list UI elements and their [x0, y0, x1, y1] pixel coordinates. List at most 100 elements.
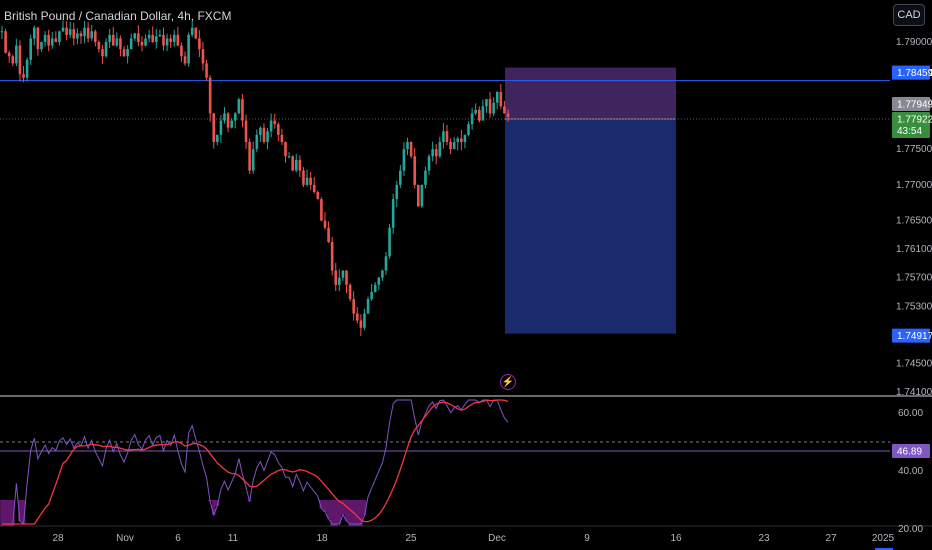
candle: [223, 107, 226, 124]
candle: [481, 99, 485, 121]
candle-body: [449, 142, 452, 150]
candle: [108, 29, 111, 49]
candle: [7, 50, 11, 63]
candle: [50, 32, 54, 49]
candle-body: [334, 270, 338, 285]
candle-body: [129, 38, 133, 50]
candle-body: [43, 34, 47, 42]
candle: [183, 51, 187, 66]
candle-body: [395, 184, 399, 200]
year-marker: [875, 548, 893, 550]
candle-body: [399, 170, 402, 185]
candle-body: [323, 220, 327, 228]
candle: [298, 155, 302, 178]
price-tick-label: 1.77000: [896, 180, 932, 191]
candle: [194, 27, 198, 40]
candle-body: [366, 299, 370, 314]
candle-body: [345, 270, 348, 285]
alert-lightning-icon[interactable]: ⚡: [500, 374, 516, 390]
candle-body: [485, 99, 488, 107]
candle: [355, 307, 359, 324]
candle-body: [384, 256, 388, 271]
candle-body: [330, 242, 334, 271]
candle: [226, 112, 230, 133]
candle-body: [58, 31, 61, 42]
candle-body: [420, 184, 424, 207]
candle-body: [359, 320, 363, 328]
candle: [409, 141, 413, 159]
candle: [237, 97, 241, 115]
symbol-title[interactable]: British Pound / Canadian Dollar, 4h, FXC…: [4, 9, 232, 23]
candle: [219, 115, 223, 143]
candle: [241, 94, 244, 128]
candle-body: [352, 299, 355, 314]
candle: [366, 296, 370, 315]
currency-button[interactable]: CAD: [893, 4, 925, 26]
candle: [94, 29, 97, 47]
candle: [97, 40, 101, 53]
candle-body: [4, 31, 7, 53]
candle: [126, 45, 129, 64]
candle: [269, 113, 273, 138]
candle: [506, 109, 510, 122]
candle-body: [11, 56, 15, 64]
candle-body: [7, 52, 11, 57]
candle: [90, 24, 94, 41]
candle: [155, 28, 158, 49]
candle-body: [477, 109, 481, 121]
candle: [40, 41, 43, 52]
candle: [29, 34, 33, 65]
take-profit-zone: [505, 119, 676, 334]
candle: [442, 123, 445, 149]
candle: [338, 269, 341, 292]
candle: [58, 30, 61, 46]
candle: [137, 25, 140, 47]
candle-body: [68, 29, 72, 35]
candle-body: [363, 313, 366, 328]
candle-body: [205, 63, 208, 78]
candle: [391, 193, 395, 234]
candle-body: [18, 45, 22, 75]
candle: [413, 147, 416, 189]
last-close-badge: 1.77949: [897, 100, 932, 111]
candle-body: [481, 106, 485, 121]
candle-body: [244, 120, 248, 142]
time-tick-label: 28: [52, 533, 64, 544]
candle: [208, 75, 212, 122]
candle-body: [201, 49, 205, 64]
candle-body: [312, 184, 316, 192]
rsi-ma-line: [2, 399, 509, 525]
candle: [104, 38, 108, 58]
price-tick-label: 1.79000: [896, 37, 932, 48]
candle: [15, 38, 18, 67]
candle-body: [198, 38, 201, 50]
candle: [86, 22, 90, 43]
candle-body: [495, 92, 499, 103]
candle: [452, 137, 456, 150]
candle: [180, 42, 183, 62]
price-tick-label: 1.74100: [896, 387, 932, 398]
candle: [334, 262, 338, 291]
candle: [169, 34, 172, 49]
candle-body: [316, 192, 320, 200]
rsi-tick-label: 20.00: [898, 524, 923, 535]
candle: [172, 29, 176, 47]
candle: [287, 152, 291, 159]
candle-body: [29, 38, 33, 60]
candle-body: [155, 36, 158, 42]
candle-body: [452, 142, 456, 150]
candle-body: [460, 138, 463, 142]
candle-body: [338, 277, 341, 285]
candle: [495, 90, 499, 110]
candle-body: [86, 27, 90, 39]
candle-body: [194, 27, 198, 39]
candle-body: [294, 159, 298, 171]
candle-body: [499, 92, 503, 107]
candle-body: [381, 270, 384, 278]
candle: [294, 154, 298, 173]
candle-body: [180, 45, 183, 57]
candle: [4, 28, 7, 54]
candle: [72, 22, 76, 46]
